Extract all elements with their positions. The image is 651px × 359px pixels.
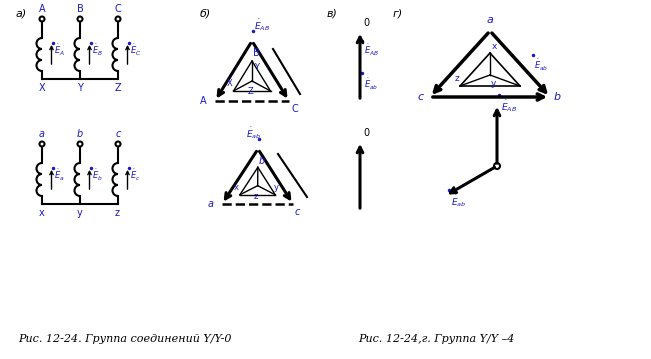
- Text: $\dot{E}_{ab}$: $\dot{E}_{ab}$: [246, 126, 262, 141]
- Text: $\dot{E}_a$: $\dot{E}_a$: [53, 168, 64, 183]
- Text: Z: Z: [247, 87, 253, 96]
- Text: y: y: [491, 79, 496, 88]
- Text: $\dot{E}_C$: $\dot{E}_C$: [130, 43, 141, 58]
- Text: y: y: [273, 183, 279, 192]
- Text: Y: Y: [77, 83, 83, 93]
- Text: b: b: [259, 156, 265, 166]
- Text: y: y: [77, 208, 83, 218]
- Text: z: z: [115, 208, 120, 218]
- Text: c: c: [295, 207, 300, 217]
- Text: X: X: [39, 83, 46, 93]
- Text: z: z: [253, 192, 258, 201]
- Text: C: C: [115, 4, 121, 14]
- Text: б): б): [200, 9, 212, 19]
- Text: x: x: [492, 42, 497, 51]
- Text: b: b: [77, 129, 83, 139]
- Text: Рис. 12-24,г. Группа Y/Y –4: Рис. 12-24,г. Группа Y/Y –4: [358, 334, 514, 344]
- Text: $\dot{E}_{ab}$: $\dot{E}_{ab}$: [451, 193, 466, 209]
- Text: X: X: [227, 79, 232, 88]
- Text: B: B: [253, 48, 260, 58]
- Text: a: a: [208, 199, 214, 209]
- Text: г): г): [393, 9, 403, 19]
- Text: x: x: [234, 183, 239, 192]
- Text: $\dot{E}_B$: $\dot{E}_B$: [92, 43, 103, 58]
- Text: Z: Z: [115, 83, 122, 93]
- Text: 0: 0: [363, 18, 369, 28]
- Text: $\dot{E}_{AB}$: $\dot{E}_{AB}$: [364, 43, 379, 59]
- Text: A: A: [201, 96, 207, 106]
- Text: c: c: [418, 92, 424, 102]
- Text: а): а): [16, 9, 27, 19]
- Text: B: B: [77, 4, 83, 14]
- Text: C: C: [291, 104, 298, 114]
- Text: b: b: [554, 92, 561, 102]
- Text: $\dot{E}_{AB}$: $\dot{E}_{AB}$: [501, 98, 517, 113]
- Text: z: z: [454, 74, 459, 83]
- Text: $\dot{E}_A$: $\dot{E}_A$: [53, 43, 64, 58]
- Text: c: c: [115, 129, 120, 139]
- Text: 0: 0: [363, 128, 369, 138]
- Text: a: a: [39, 129, 45, 139]
- Text: $\dot{E}_{ab}$: $\dot{E}_{ab}$: [364, 77, 378, 92]
- Text: в): в): [327, 9, 338, 19]
- Text: $\dot{E}_b$: $\dot{E}_b$: [92, 168, 102, 183]
- Text: $\dot{E}_{AB}$: $\dot{E}_{AB}$: [254, 18, 270, 33]
- Text: Y: Y: [254, 63, 259, 72]
- Text: $\dot{E}_{ab}$: $\dot{E}_{ab}$: [534, 58, 548, 74]
- Text: a: a: [486, 15, 493, 25]
- Text: Рис. 12-24. Группа соединений Y/Y-0: Рис. 12-24. Группа соединений Y/Y-0: [18, 334, 232, 344]
- Text: $\dot{E}_c$: $\dot{E}_c$: [130, 168, 140, 183]
- Text: A: A: [38, 4, 46, 14]
- Text: x: x: [39, 208, 45, 218]
